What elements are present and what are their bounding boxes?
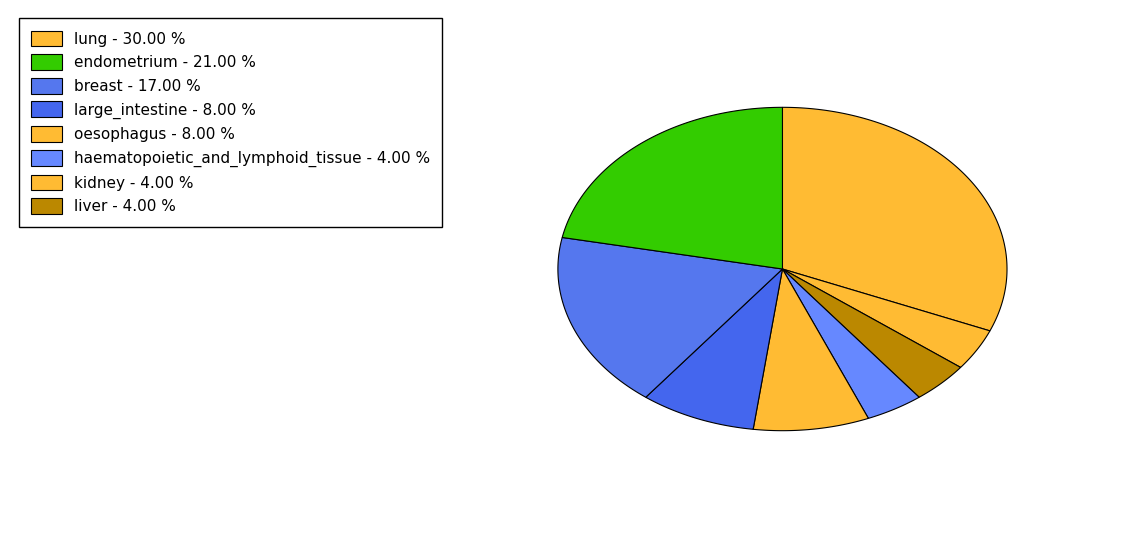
Polygon shape — [562, 107, 782, 269]
Polygon shape — [782, 269, 920, 419]
Polygon shape — [782, 269, 990, 367]
Polygon shape — [782, 107, 1007, 331]
Polygon shape — [558, 237, 782, 397]
Legend: lung - 30.00 %, endometrium - 21.00 %, breast - 17.00 %, large_intestine - 8.00 : lung - 30.00 %, endometrium - 21.00 %, b… — [19, 18, 442, 226]
Polygon shape — [782, 269, 960, 397]
Polygon shape — [753, 269, 869, 431]
Polygon shape — [645, 269, 782, 429]
